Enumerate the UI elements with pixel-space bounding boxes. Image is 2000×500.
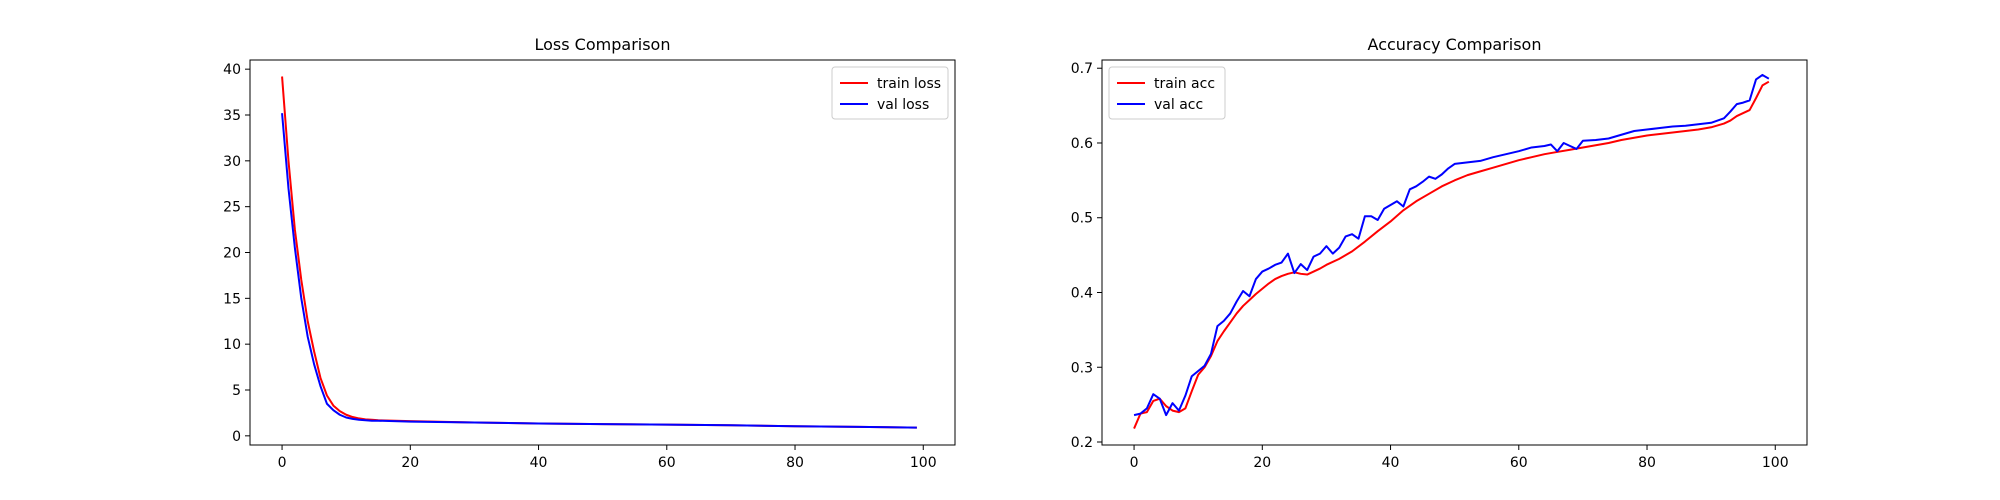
legend-label: val acc <box>1154 97 1203 113</box>
axes-frame <box>1101 59 1808 446</box>
y-tick-label: 0.4 <box>1071 285 1093 301</box>
x-tick-label: 80 <box>1638 455 1656 471</box>
y-tick-label: 5 <box>232 383 241 399</box>
x-tick-label: 40 <box>530 455 548 471</box>
x-tick-label: 0 <box>278 455 287 471</box>
chart-panel-1: Loss Comparison 0 20 40 60 80 100 0 5 10 15 20 25 30 3… <box>223 35 956 471</box>
axes-frame <box>249 59 956 446</box>
chart-panel-2: Accuracy Comparison 0 20 40 60 80 100 0.2 0.3 0.4… <box>1071 35 1808 471</box>
x-tick-label: 100 <box>910 455 937 471</box>
y-tick-label: 0.2 <box>1071 435 1093 451</box>
y-tick-label: 0 <box>232 429 241 445</box>
legend-label: train acc <box>1154 76 1215 92</box>
legend-label: train loss <box>877 76 941 92</box>
x-tick-label: 60 <box>658 455 676 471</box>
legend-box <box>1108 66 1226 120</box>
x-tick-label: 0 <box>1130 455 1139 471</box>
series-line-train-loss <box>281 76 917 429</box>
legend: train loss val loss <box>831 66 949 120</box>
y-tick-label: 35 <box>223 108 241 124</box>
y-tick-label: 0.7 <box>1071 61 1093 77</box>
chart-title: Accuracy Comparison <box>1368 35 1542 54</box>
x-tick-label: 20 <box>401 455 419 471</box>
series-line-val-acc <box>1133 73 1770 417</box>
legend-label: val loss <box>877 97 929 113</box>
y-tick-label: 0.5 <box>1071 211 1093 227</box>
series-line-train-acc <box>1133 80 1770 429</box>
x-tick-label: 20 <box>1253 455 1271 471</box>
x-tick-label: 60 <box>1510 455 1528 471</box>
y-tick-label: 40 <box>223 62 241 78</box>
y-tick-label: 25 <box>223 200 241 216</box>
y-tick-label: 10 <box>223 337 241 353</box>
series-line-val-loss <box>281 113 917 429</box>
legend: train acc val acc <box>1108 66 1226 120</box>
legend-box <box>831 66 949 120</box>
y-tick-label: 30 <box>223 154 241 170</box>
y-tick-label: 0.6 <box>1071 136 1093 152</box>
x-tick-label: 80 <box>786 455 804 471</box>
chart-title: Loss Comparison <box>535 35 671 54</box>
y-tick-label: 0.3 <box>1071 360 1093 376</box>
y-tick-label: 15 <box>223 291 241 307</box>
y-tick-label: 20 <box>223 246 241 262</box>
x-tick-label: 100 <box>1762 455 1789 471</box>
x-tick-label: 40 <box>1382 455 1400 471</box>
